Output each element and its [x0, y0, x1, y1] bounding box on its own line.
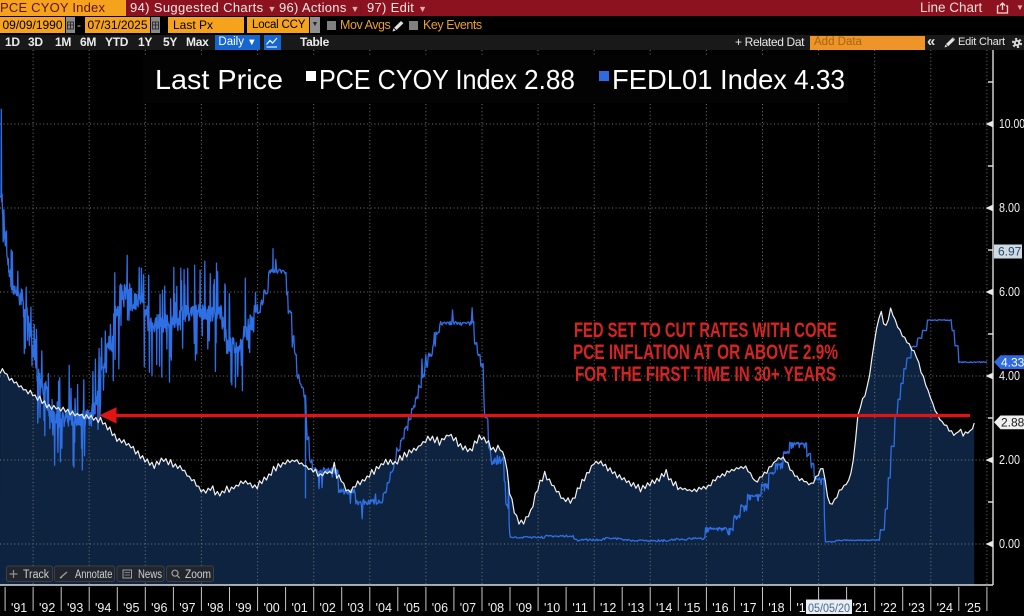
svg-text:05/05/20: 05/05/20: [808, 601, 850, 615]
svg-text:PCE INFLATION AT OR ABOVE 2.9%: PCE INFLATION AT OR ABOVE 2.9%: [573, 341, 838, 364]
svg-text:Last Price: Last Price: [155, 64, 283, 95]
svg-text:0.00: 0.00: [999, 537, 1020, 551]
svg-text:6.00: 6.00: [999, 285, 1020, 299]
svg-text:'91: '91: [11, 601, 27, 615]
svg-text:'04: '04: [376, 601, 392, 615]
svg-text:'93: '93: [67, 601, 83, 615]
svg-text:'18: '18: [768, 601, 784, 615]
svg-text:'16: '16: [712, 601, 728, 615]
svg-text:Annotate: Annotate: [75, 569, 113, 581]
svg-text:Zoom: Zoom: [185, 569, 211, 581]
svg-text:'06: '06: [432, 601, 448, 615]
svg-text:'03: '03: [348, 601, 364, 615]
svg-text:'92: '92: [39, 601, 55, 615]
svg-text:'96: '96: [151, 601, 167, 615]
svg-text:'22: '22: [881, 601, 897, 615]
svg-text:2.88: 2.88: [524, 64, 575, 95]
svg-text:'98: '98: [207, 601, 223, 615]
svg-text:'95: '95: [123, 601, 139, 615]
svg-text:'15: '15: [684, 601, 700, 615]
svg-text:FOR THE FIRST TIME IN 30+ YEAR: FOR THE FIRST TIME IN 30+ YEARS: [575, 363, 836, 386]
svg-text:4.00: 4.00: [999, 369, 1020, 383]
svg-text:'05: '05: [404, 601, 420, 615]
svg-text:'25: '25: [965, 601, 981, 615]
svg-text:10.00: 10.00: [999, 117, 1024, 131]
svg-text:'01: '01: [291, 601, 307, 615]
svg-text:'10: '10: [544, 601, 560, 615]
svg-text:6.97: 6.97: [998, 245, 1022, 259]
svg-text:4.33: 4.33: [794, 64, 845, 95]
svg-text:PCE CYOY Index: PCE CYOY Index: [319, 64, 517, 95]
svg-text:'13: '13: [628, 601, 644, 615]
svg-text:'21: '21: [852, 601, 868, 615]
svg-text:'24: '24: [937, 601, 953, 615]
svg-text:'17: '17: [740, 601, 756, 615]
svg-text:2.88: 2.88: [1001, 416, 1024, 430]
svg-text:'02: '02: [320, 601, 336, 615]
svg-text:4.33: 4.33: [1001, 355, 1024, 369]
svg-text:'94: '94: [95, 601, 111, 615]
svg-text:'08: '08: [488, 601, 504, 615]
svg-text:Track: Track: [23, 569, 49, 581]
svg-text:'07: '07: [460, 601, 476, 615]
svg-text:'23: '23: [909, 601, 925, 615]
svg-text:FED SET TO CUT RATES WITH CORE: FED SET TO CUT RATES WITH CORE: [574, 319, 837, 342]
svg-text:News: News: [138, 569, 162, 581]
svg-text:'99: '99: [235, 601, 251, 615]
svg-text:8.00: 8.00: [999, 201, 1020, 215]
svg-text:FEDL01 Index: FEDL01 Index: [612, 64, 787, 95]
svg-text:'09: '09: [516, 601, 532, 615]
svg-text:2.00: 2.00: [999, 453, 1020, 467]
svg-text:'97: '97: [179, 601, 195, 615]
svg-text:'12: '12: [600, 601, 616, 615]
svg-text:'14: '14: [656, 601, 672, 615]
svg-text:'00: '00: [263, 601, 279, 615]
svg-text:'11: '11: [572, 601, 587, 615]
